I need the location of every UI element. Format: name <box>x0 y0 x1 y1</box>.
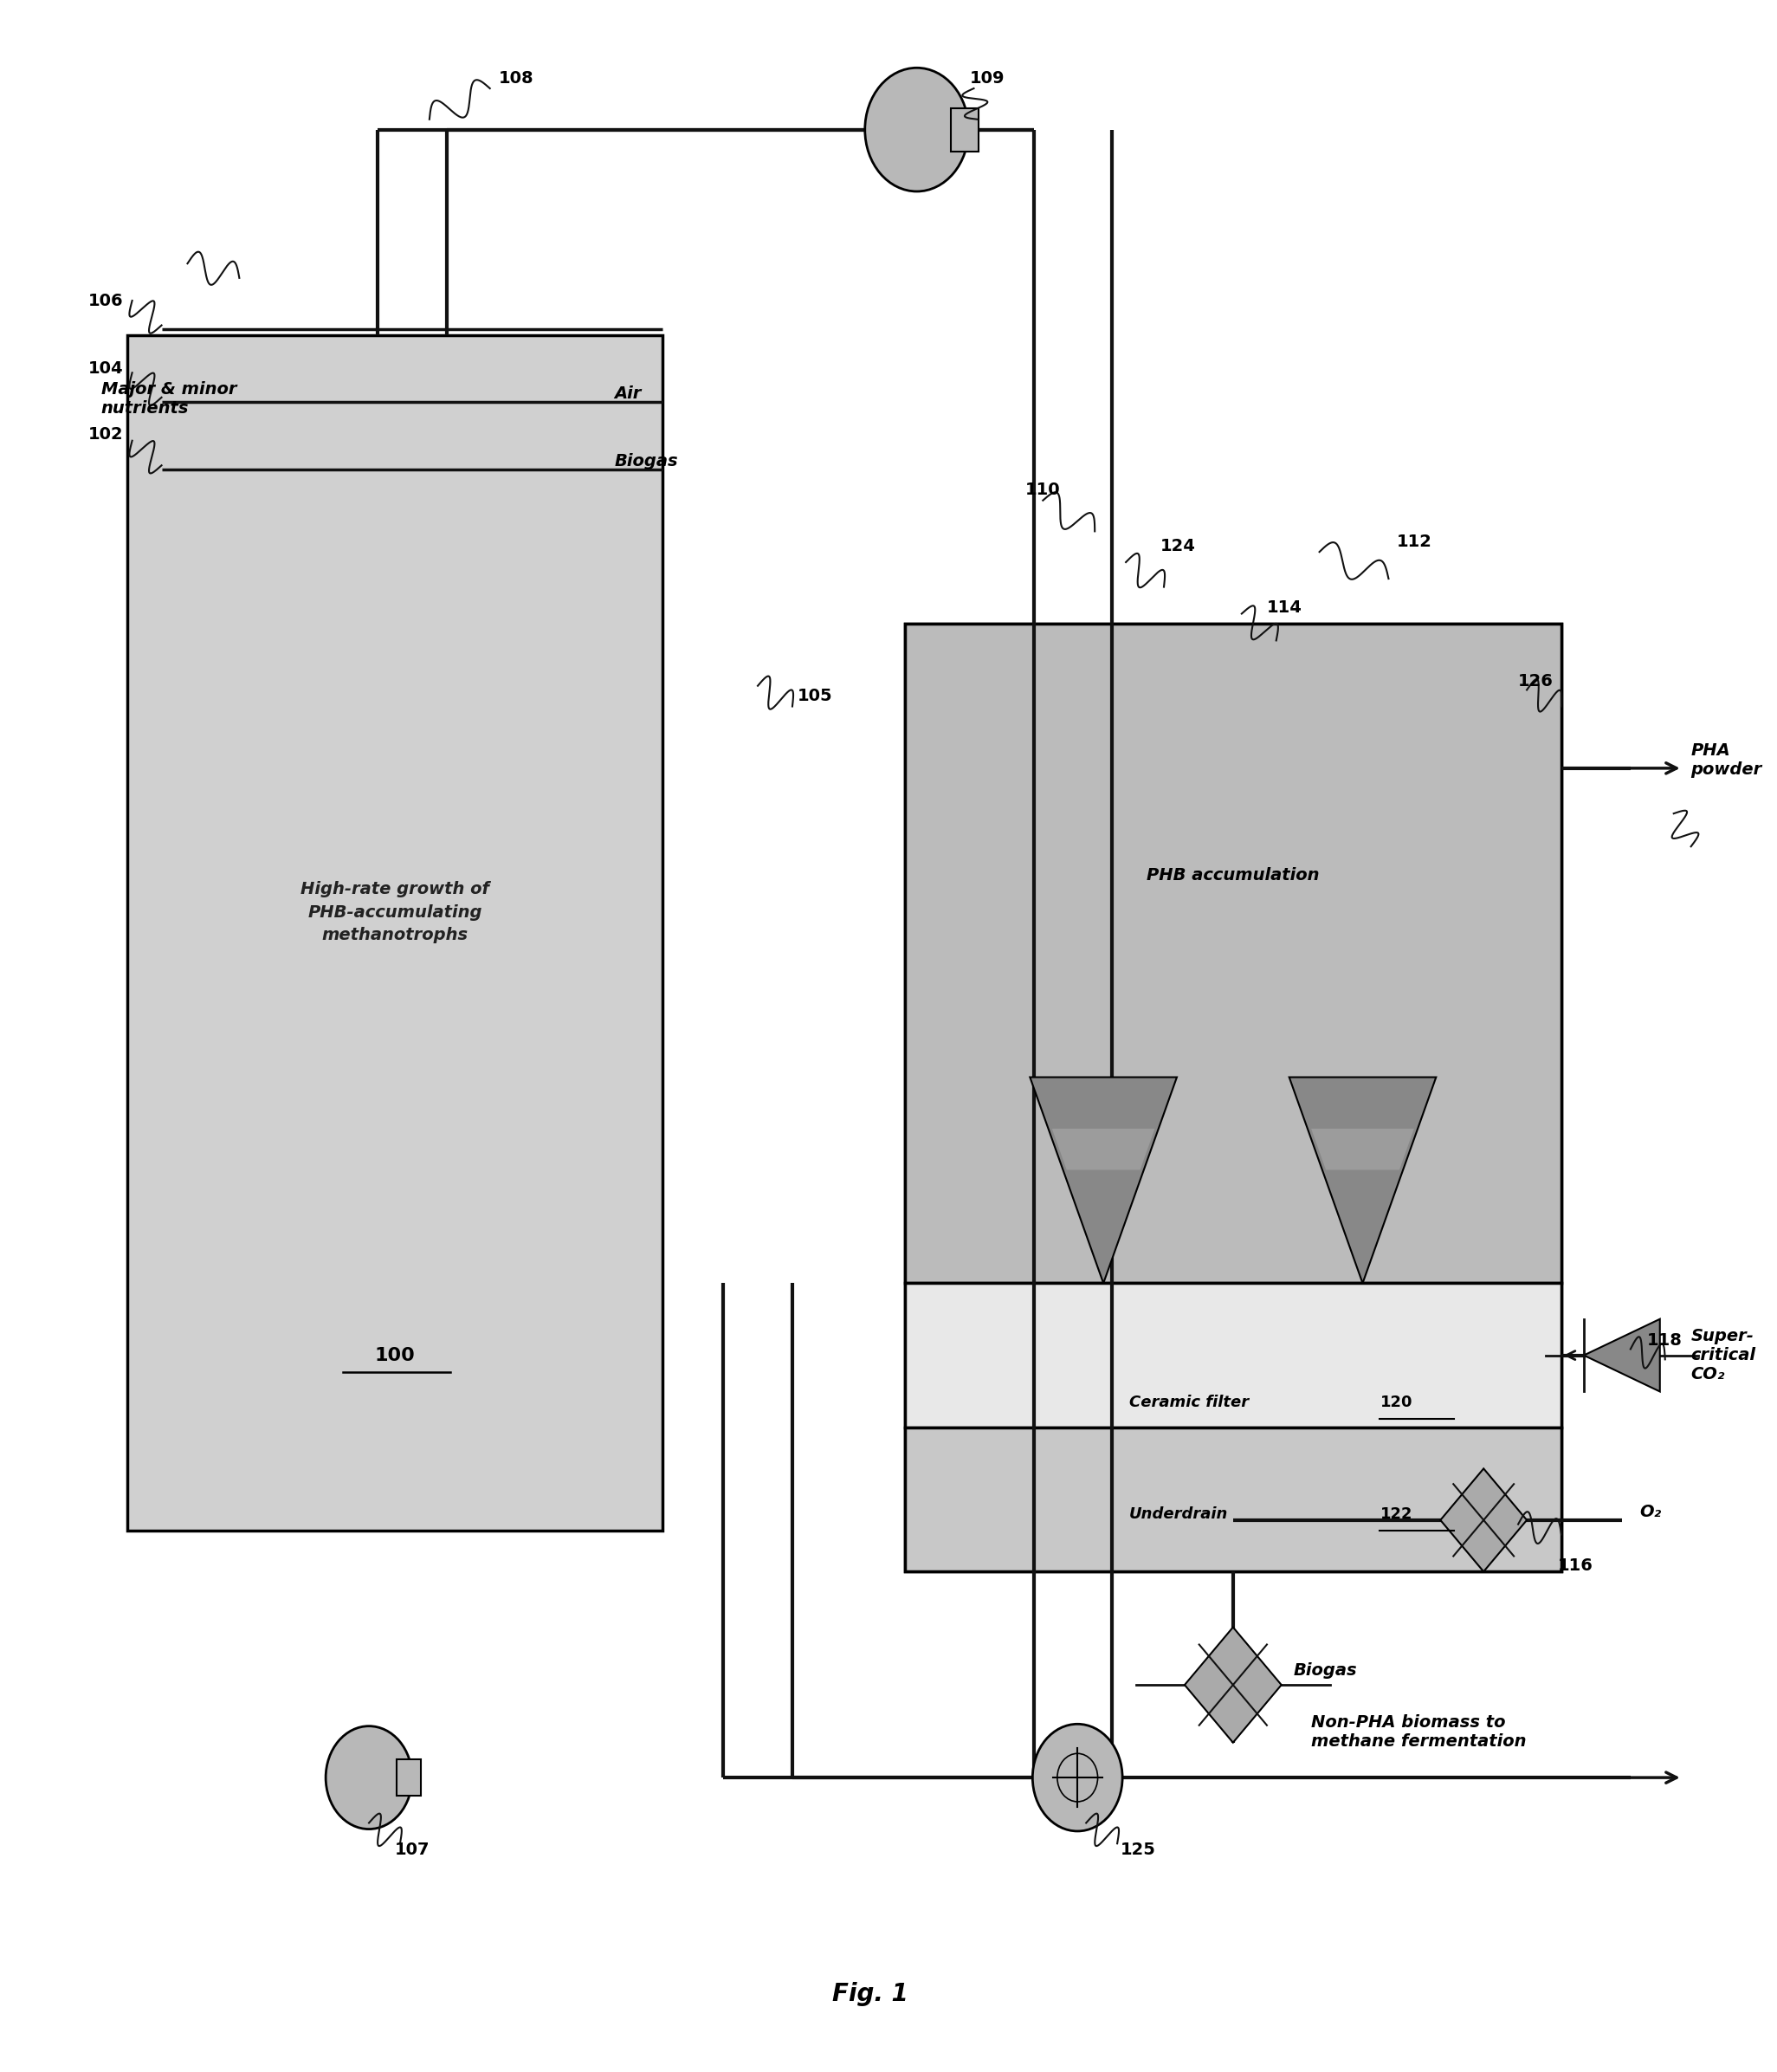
Text: Major & minor
nutrients: Major & minor nutrients <box>101 381 236 416</box>
Polygon shape <box>1185 1627 1281 1743</box>
Polygon shape <box>1031 1077 1176 1283</box>
Bar <box>904 1283 1562 1428</box>
Polygon shape <box>1288 1077 1436 1283</box>
Text: 118: 118 <box>1647 1332 1683 1349</box>
Text: Biogas: Biogas <box>1294 1662 1358 1678</box>
Text: 102: 102 <box>89 427 124 443</box>
Bar <box>904 1428 1562 1571</box>
Text: 104: 104 <box>89 361 124 377</box>
Text: PHA
powder: PHA powder <box>1692 742 1763 777</box>
Text: Super-
critical
CO₂: Super- critical CO₂ <box>1692 1328 1756 1382</box>
Text: Ceramic filter: Ceramic filter <box>1130 1394 1249 1411</box>
Text: 100: 100 <box>375 1347 416 1363</box>
Bar <box>904 624 1562 1283</box>
Bar <box>126 336 663 1531</box>
Polygon shape <box>1052 1129 1155 1171</box>
Bar <box>904 624 1562 1571</box>
Text: O₂: O₂ <box>1638 1504 1661 1521</box>
Circle shape <box>1032 1724 1123 1832</box>
Circle shape <box>325 1726 412 1830</box>
Text: 112: 112 <box>1397 533 1432 549</box>
Text: Air: Air <box>615 385 641 402</box>
Text: Fig. 1: Fig. 1 <box>832 1981 908 2006</box>
Text: 114: 114 <box>1267 599 1303 615</box>
Text: Underdrain: Underdrain <box>1130 1506 1228 1521</box>
Polygon shape <box>1311 1129 1414 1171</box>
Text: 125: 125 <box>1120 1842 1155 1859</box>
Text: 107: 107 <box>394 1842 430 1859</box>
Text: 124: 124 <box>1160 537 1196 553</box>
Text: 108: 108 <box>498 70 533 87</box>
Text: 105: 105 <box>798 688 832 704</box>
Bar <box>951 108 979 151</box>
Text: 126: 126 <box>1518 673 1553 690</box>
Text: 106: 106 <box>89 292 124 309</box>
Text: Non-PHA biomass to
methane fermentation: Non-PHA biomass to methane fermentation <box>1311 1714 1526 1751</box>
Text: 122: 122 <box>1381 1506 1413 1521</box>
Text: High-rate growth of
PHB-accumulating
methanotrophs: High-rate growth of PHB-accumulating met… <box>300 881 489 943</box>
Circle shape <box>865 68 968 191</box>
Polygon shape <box>1441 1469 1526 1571</box>
Polygon shape <box>1583 1320 1660 1392</box>
Text: 120: 120 <box>1381 1394 1413 1411</box>
Bar <box>396 1759 421 1796</box>
Text: 110: 110 <box>1025 483 1061 499</box>
Text: 109: 109 <box>970 70 1006 87</box>
Text: Biogas: Biogas <box>615 454 679 470</box>
Text: 116: 116 <box>1557 1558 1592 1573</box>
Text: PHB accumulation: PHB accumulation <box>1146 866 1319 883</box>
